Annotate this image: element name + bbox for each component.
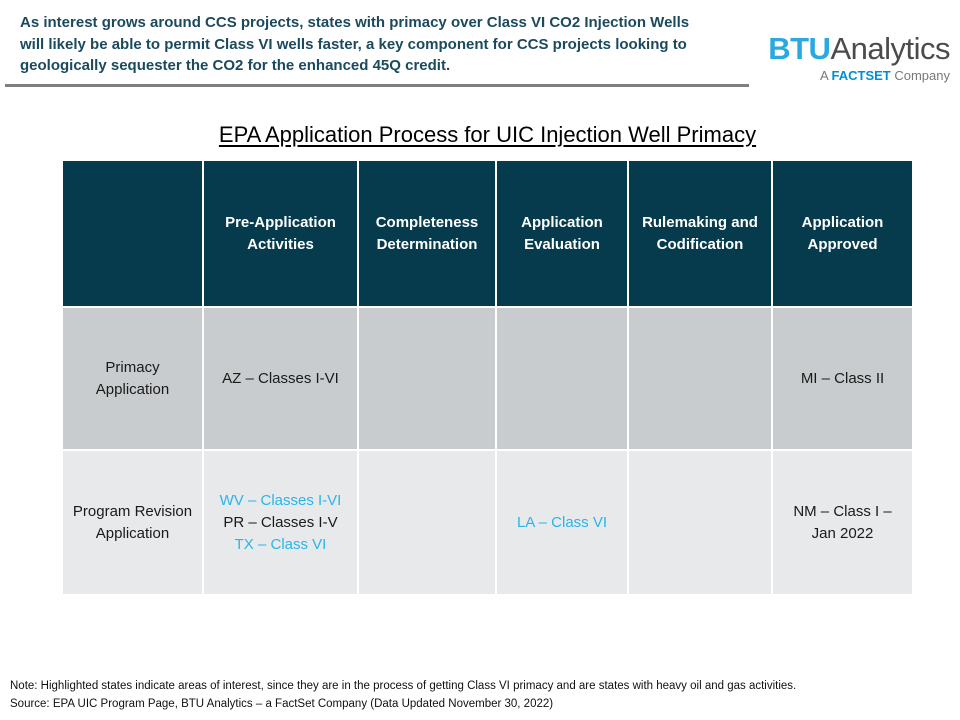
column-header: Completeness Determination xyxy=(359,161,495,306)
tagline-suffix: Company xyxy=(890,68,950,83)
state-entry: WV – Classes I-VI xyxy=(219,491,342,509)
primacy-table: Pre-Application Activities Completeness D… xyxy=(63,161,912,594)
note-line: Note: Highlighted states indicate areas … xyxy=(10,680,797,692)
column-header: Rulemaking and Codification xyxy=(629,161,771,306)
state-entry: AZ – Classes I-VI xyxy=(222,369,339,387)
row-label: Program Revision Application xyxy=(63,451,202,594)
header-divider xyxy=(5,84,749,87)
table-cell xyxy=(359,451,495,594)
logo-factset-tagline: A FACTSET Company xyxy=(768,69,950,82)
table-corner-cell xyxy=(63,161,202,306)
table-cell: NM – Class I – Jan 2022 xyxy=(773,451,912,594)
state-entry: PR – Classes I-V xyxy=(223,513,338,531)
logo-analytics-text: Analytics xyxy=(830,31,950,66)
tagline-prefix: A xyxy=(819,68,832,83)
intro-paragraph: As interest grows around CCS projects, s… xyxy=(20,12,760,77)
row-label: Primacy Application xyxy=(63,308,202,449)
intro-line: As interest grows around CCS projects, s… xyxy=(20,14,690,31)
factset-wordmark: FACTSET xyxy=(831,68,891,83)
state-entry: TX – Class VI xyxy=(234,535,327,553)
table-cell xyxy=(497,308,627,449)
column-header: Application Approved xyxy=(773,161,912,306)
state-entry: LA – Class VI xyxy=(516,513,608,531)
column-header: Application Evaluation xyxy=(497,161,627,306)
state-entry: MI – Class II xyxy=(800,369,885,387)
table-cell: AZ – Classes I-VI xyxy=(204,308,357,449)
slide-title: EPA Application Process for UIC Injectio… xyxy=(218,122,757,147)
btu-analytics-logo: BTUAnalytics A FACTSET Company xyxy=(768,33,950,82)
logo-wordmark: BTUAnalytics xyxy=(768,33,950,64)
table-cell: LA – Class VI xyxy=(497,451,627,594)
source-line: Source: EPA UIC Program Page, BTU Analyt… xyxy=(10,697,554,710)
table-cell: MI – Class II xyxy=(773,308,912,449)
intro-line: will likely be able to permit Class VI w… xyxy=(20,35,687,53)
logo-btu-text: BTU xyxy=(768,31,831,66)
table-cell xyxy=(629,308,771,449)
state-entry: NM – Class I – Jan 2022 xyxy=(793,502,892,542)
table-cell: WV – Classes I-VI PR – Classes I-V TX – Cl… xyxy=(204,451,357,594)
table-cell xyxy=(359,308,495,449)
table-cell xyxy=(629,451,771,594)
intro-line: geologically sequester the CO2 for the e… xyxy=(20,57,451,74)
footnotes: Note: Highlighted states indicate areas … xyxy=(10,678,796,713)
column-header: Pre-Application Activities xyxy=(204,161,357,306)
